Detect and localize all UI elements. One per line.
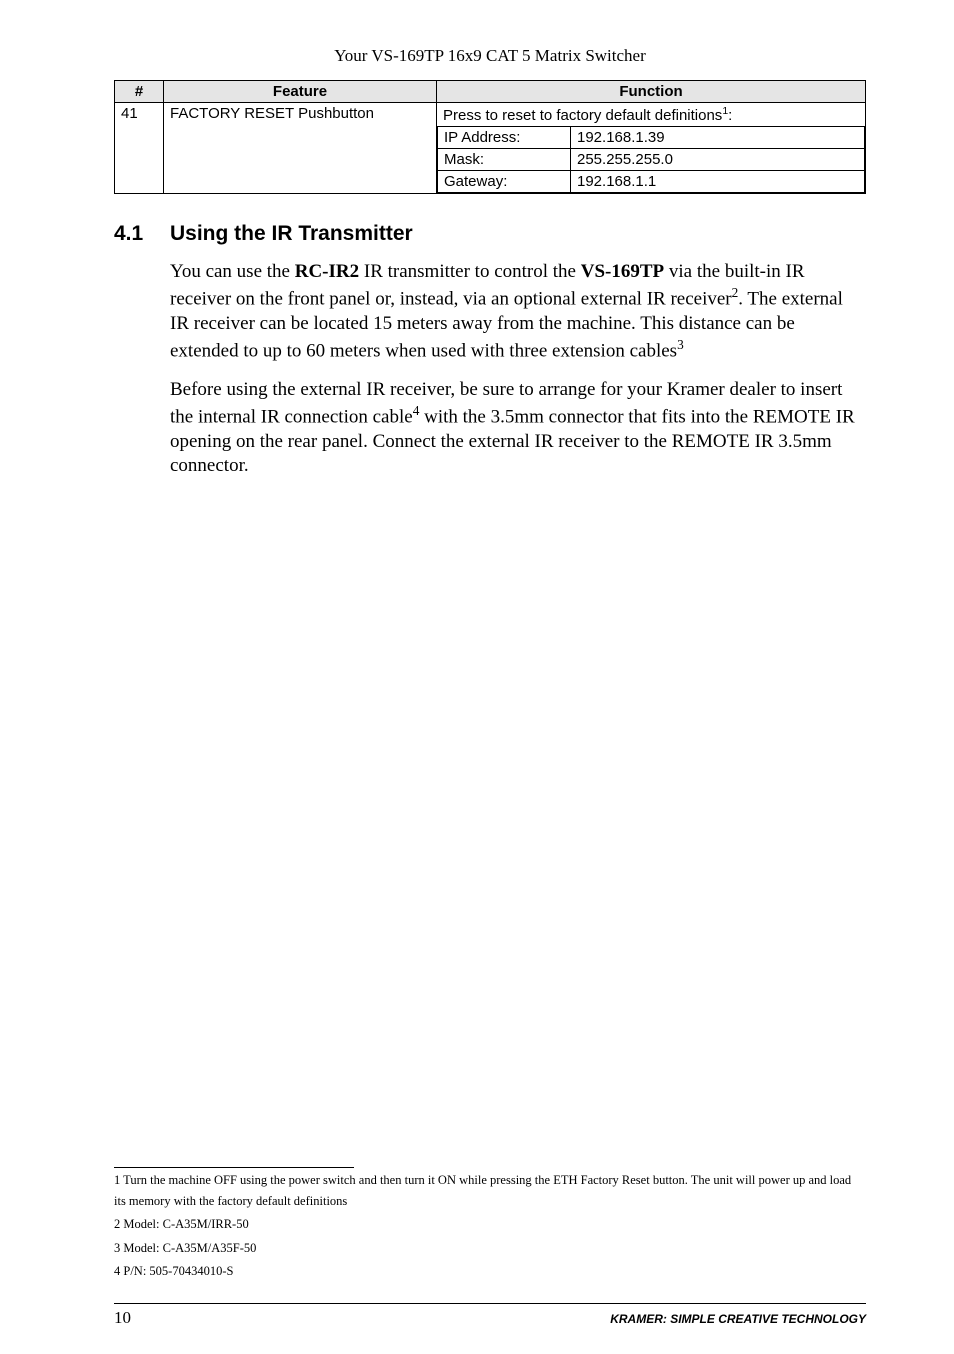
footnote-3: 3 Model: C-A35M/A35F-50	[114, 1238, 866, 1259]
defaults-row: Gateway: 192.168.1.1	[438, 171, 865, 193]
def-value: 192.168.1.39	[571, 127, 865, 149]
page-number: 10	[114, 1308, 131, 1328]
section-body: You can use the RC-IR2 IR transmitter to…	[170, 260, 866, 478]
page: Your VS-169TP 16x9 CAT 5 Matrix Switcher…	[0, 0, 954, 1354]
page-footer: 10 KRAMER: SIMPLE CREATIVE TECHNOLOGY	[114, 1303, 866, 1328]
section-number: 4.1	[114, 222, 170, 246]
cell-function: Press to reset to factory default defini…	[437, 103, 866, 194]
def-value: 255.255.255.0	[571, 149, 865, 171]
def-label: Gateway:	[438, 171, 571, 193]
footnotes: 1 Turn the machine OFF using the power s…	[114, 1167, 866, 1284]
footnote-4: 4 P/N: 505-70434010-S	[114, 1261, 866, 1282]
section-title: Using the IR Transmitter	[170, 222, 413, 245]
footnote-rule	[114, 1167, 354, 1168]
cell-num: 41	[115, 103, 164, 194]
def-value: 192.168.1.1	[571, 171, 865, 193]
paragraph: Before using the external IR receiver, b…	[170, 378, 866, 479]
def-label: Mask:	[438, 149, 571, 171]
cell-feature: FACTORY RESET Pushbutton	[164, 103, 437, 194]
running-head: Your VS-169TP 16x9 CAT 5 Matrix Switcher	[114, 46, 866, 66]
footer-tagline: KRAMER: SIMPLE CREATIVE TECHNOLOGY	[610, 1312, 866, 1326]
feature-table: # Feature Function 41 FACTORY RESET Push…	[114, 80, 866, 194]
function-lead: Press to reset to factory default defini…	[437, 103, 865, 127]
col-header-num: #	[115, 81, 164, 103]
bold-text: VS-169TP	[581, 261, 664, 282]
footnote-2: 2 Model: C-A35M/IRR-50	[114, 1214, 866, 1235]
section-heading: 4.1Using the IR Transmitter	[114, 222, 866, 246]
footnote-1: 1 Turn the machine OFF using the power s…	[114, 1170, 866, 1213]
table-row: 41 FACTORY RESET Pushbutton Press to res…	[115, 103, 866, 194]
col-header-function: Function	[437, 81, 866, 103]
paragraph: You can use the RC-IR2 IR transmitter to…	[170, 260, 866, 364]
defaults-row: IP Address: 192.168.1.39	[438, 127, 865, 149]
defaults-row: Mask: 255.255.255.0	[438, 149, 865, 171]
footnote-ref-3: 3	[677, 337, 684, 352]
bold-text: RC-IR2	[295, 261, 359, 282]
def-label: IP Address:	[438, 127, 571, 149]
table-header-row: # Feature Function	[115, 81, 866, 103]
col-header-feature: Feature	[164, 81, 437, 103]
defaults-table: IP Address: 192.168.1.39 Mask: 255.255.2…	[437, 127, 865, 193]
function-lead-tail: :	[728, 107, 732, 124]
text: IR transmitter to control the	[359, 261, 581, 282]
function-lead-text: Press to reset to factory default defini…	[443, 107, 722, 124]
text: You can use the	[170, 261, 295, 282]
